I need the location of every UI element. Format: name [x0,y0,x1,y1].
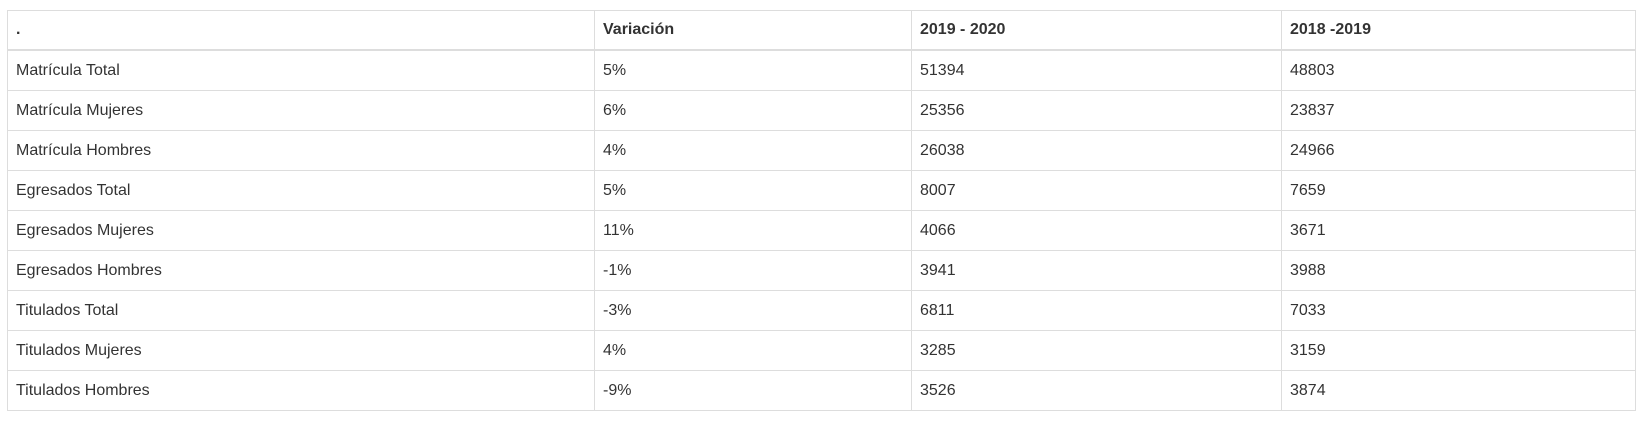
variacion-cell: -1% [594,250,912,291]
row-label: Egresados Hombres [7,250,595,291]
variacion-cell: 4% [594,330,912,371]
value-2019-2020-cell: 26038 [911,130,1282,171]
table-row: Egresados Hombres -1% 3941 3988 [7,250,1636,291]
header-cell-label: . [7,10,595,51]
row-label: Egresados Total [7,170,595,211]
row-label: Matrícula Total [7,49,595,91]
row-label: Titulados Total [7,290,595,331]
value-2018-2019-cell: 24966 [1281,130,1636,171]
data-table: . Variación 2019 - 2020 2018 -2019 Matrí… [7,10,1636,411]
variacion-cell: -9% [594,370,912,411]
value-2019-2020-cell: 3941 [911,250,1282,291]
variacion-cell: -3% [594,290,912,331]
table-row: Egresados Total 5% 8007 7659 [7,170,1636,211]
table-row: Titulados Hombres -9% 3526 3874 [7,370,1636,411]
value-2018-2019-cell: 3159 [1281,330,1636,371]
header-cell-variacion: Variación [594,10,912,51]
value-2019-2020-cell: 3526 [911,370,1282,411]
row-label: Matrícula Hombres [7,130,595,171]
table-row: Matrícula Hombres 4% 26038 24966 [7,130,1636,171]
header-cell-2019-2020: 2019 - 2020 [911,10,1282,51]
variacion-cell: 5% [594,170,912,211]
data-table-container: . Variación 2019 - 2020 2018 -2019 Matrí… [7,10,1636,411]
table-row: Titulados Mujeres 4% 3285 3159 [7,330,1636,371]
value-2018-2019-cell: 3988 [1281,250,1636,291]
value-2018-2019-cell: 7033 [1281,290,1636,331]
row-label: Titulados Mujeres [7,330,595,371]
table-body: Matrícula Total 5% 51394 48803 Matrícula… [7,49,1636,411]
value-2018-2019-cell: 3671 [1281,210,1636,251]
variacion-cell: 6% [594,90,912,131]
value-2019-2020-cell: 3285 [911,330,1282,371]
table-row: Matrícula Mujeres 6% 25356 23837 [7,90,1636,131]
variacion-cell: 11% [594,210,912,251]
table-row: Matrícula Total 5% 51394 48803 [7,49,1636,91]
row-label: Titulados Hombres [7,370,595,411]
value-2019-2020-cell: 6811 [911,290,1282,331]
header-cell-2018-2019: 2018 -2019 [1281,10,1636,51]
variacion-cell: 5% [594,49,912,91]
value-2018-2019-cell: 3874 [1281,370,1636,411]
value-2018-2019-cell: 48803 [1281,49,1636,91]
row-label: Matrícula Mujeres [7,90,595,131]
value-2019-2020-cell: 25356 [911,90,1282,131]
value-2019-2020-cell: 4066 [911,210,1282,251]
table-row: Titulados Total -3% 6811 7033 [7,290,1636,331]
value-2019-2020-cell: 8007 [911,170,1282,211]
variacion-cell: 4% [594,130,912,171]
value-2019-2020-cell: 51394 [911,49,1282,91]
row-label: Egresados Mujeres [7,210,595,251]
table-header: . Variación 2019 - 2020 2018 -2019 [7,10,1636,51]
value-2018-2019-cell: 23837 [1281,90,1636,131]
table-row: Egresados Mujeres 11% 4066 3671 [7,210,1636,251]
value-2018-2019-cell: 7659 [1281,170,1636,211]
header-row: . Variación 2019 - 2020 2018 -2019 [7,10,1636,51]
